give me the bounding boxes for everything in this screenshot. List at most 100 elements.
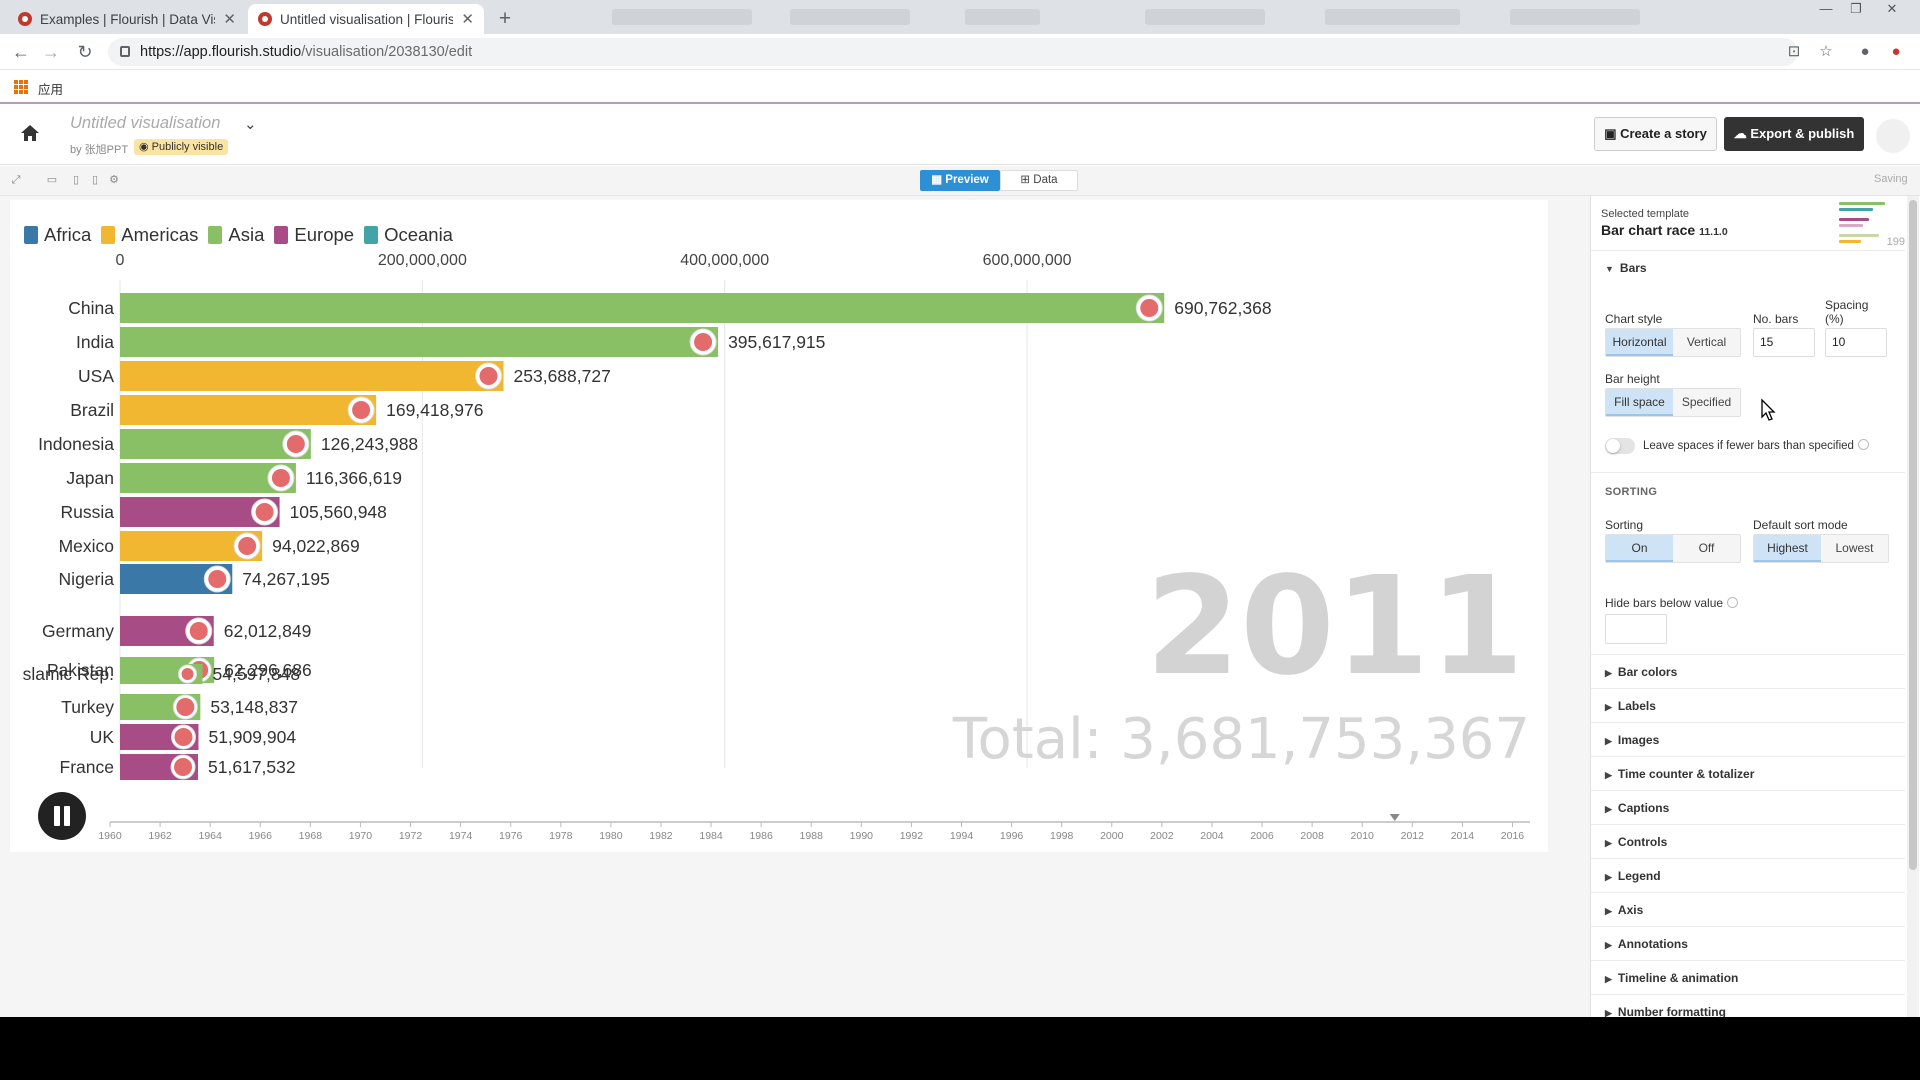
section-controls[interactable]: ▶ Controls [1591,824,1905,858]
visualisation-title[interactable]: Untitled visualisation [70,114,221,132]
section-time-counter-totalizer[interactable]: ▶ Time counter & totalizer [1591,756,1905,790]
blurred-tab[interactable] [1325,9,1460,25]
specified-option[interactable]: Specified [1681,395,1732,409]
back-icon[interactable]: ← [12,42,30,62]
template-thumbnail[interactable]: 199 [1831,196,1905,248]
mobile-view-icon[interactable]: ▯ [91,174,99,186]
spacing-input[interactable]: 10 [1825,328,1887,357]
blurred-tab[interactable] [790,9,910,25]
flag-mark [286,435,305,453]
flag-mark [189,622,208,640]
apps-bookmark[interactable]: 应用 [38,83,64,97]
template-name[interactable]: Bar chart race 11.1.0 [1601,222,1728,238]
tablet-view-icon[interactable]: ▯ [72,174,80,186]
chevron-down-icon[interactable]: ⌄ [244,116,257,133]
flag-mark [176,698,195,716]
section-bar-colors[interactable]: ▶ Bar colors [1591,654,1905,688]
expand-icon[interactable]: ⤢ [11,174,21,186]
close-tab-icon[interactable]: ✕ [461,11,474,28]
translate-icon[interactable]: ⊡ [1787,43,1801,60]
leave-spaces-toggle[interactable] [1605,438,1635,454]
bar-height-label: Bar height [1605,372,1660,386]
section-axis[interactable]: ▶ Axis [1591,892,1905,926]
close-window-icon[interactable]: ✕ [1886,1,1898,16]
vertical-option[interactable]: Vertical [1686,335,1727,349]
bar-label: China [68,298,114,318]
url-host: https://app.flourish.studio [140,44,302,60]
browser-tab-examples[interactable]: Examples | Flourish | Data Visu ✕ [8,4,246,34]
blurred-tab[interactable] [612,9,752,25]
section-images[interactable]: ▶ Images [1591,722,1905,756]
horizontal-option[interactable]: Horizontal [1606,329,1673,356]
tab-preview[interactable]: ▦ Preview [920,170,1000,191]
section-timeline-animation[interactable]: ▶ Timeline & animation [1591,960,1905,994]
blurred-tab[interactable] [1510,9,1640,25]
help-icon[interactable] [1857,439,1869,450]
reload-icon[interactable]: ↻ [77,42,93,62]
legend-item-europe[interactable]: Europe [274,224,354,246]
extension-icon[interactable]: ● [1891,43,1901,60]
timeline-year-label: 1980 [599,830,623,842]
total-counter: Total: 3,681,753,367 [952,707,1530,772]
timeline-year-label: 1968 [299,830,323,842]
browser-tab-untitled[interactable]: Untitled visualisation | Flourish ✕ [248,4,484,34]
triangle-right-icon: ▶ [1605,668,1612,678]
forward-icon[interactable]: → [42,42,60,62]
section-annotations[interactable]: ▶ Annotations [1591,926,1905,960]
settings-gear-icon[interactable]: ⚙ [109,174,119,186]
avatar[interactable] [1876,119,1910,153]
triangle-right-icon: ▶ [1605,736,1612,746]
new-tab-button[interactable]: + [498,7,512,30]
export-publish-label: Export & publish [1750,126,1855,141]
legend-item-africa[interactable]: Africa [24,224,91,246]
desktop-view-icon[interactable]: ▭ [46,174,58,186]
section-bars[interactable]: ▼ Bars [1591,250,1905,284]
settings-panel: Selected template Bar chart race 11.1.0 … [1590,196,1920,1019]
hide-below-input[interactable] [1605,614,1667,644]
home-icon[interactable] [20,123,40,143]
lowest-option[interactable]: Lowest [1835,541,1874,555]
url-field[interactable]: https://app.flourish.studio/visualisatio… [108,38,1798,66]
tab-title: Examples | Flourish | Data Visu [40,11,216,27]
export-publish-button[interactable]: ☁ Export & publish [1724,117,1864,151]
profile-icon[interactable]: ● [1860,43,1870,60]
apps-grid-icon[interactable] [14,80,28,94]
section-legend[interactable]: ▶ Legend [1591,858,1905,892]
timeline-year-label: 1996 [1000,830,1024,842]
section-label: Time counter & totalizer [1617,767,1755,781]
bar-value-label: 690,762,368 [1174,298,1271,318]
section-bars-label: Bars [1619,261,1647,275]
panel-scrollbar[interactable] [1907,196,1919,1017]
create-story-button[interactable]: ▣ Create a story [1594,117,1717,151]
bar-label: India [76,332,114,352]
fill-space-option[interactable]: Fill space [1606,389,1673,416]
bookmark-star-icon[interactable]: ☆ [1819,43,1833,60]
legend-item-oceania[interactable]: Oceania [364,224,453,246]
legend-item-asia[interactable]: Asia [208,224,264,246]
sorting-on-option[interactable]: On [1606,535,1673,562]
minimize-icon[interactable]: — [1819,1,1833,16]
close-tab-icon[interactable]: ✕ [223,11,236,28]
section-labels[interactable]: ▶ Labels [1591,688,1905,722]
highest-option[interactable]: Highest [1754,535,1821,562]
blurred-tab[interactable] [1145,9,1265,25]
help-icon[interactable] [1727,597,1739,608]
legend-swatch [24,226,38,244]
restore-icon[interactable]: ❐ [1850,1,1862,16]
panel-scrollbar-thumb[interactable] [1909,200,1917,870]
triangle-right-icon: ▶ [1605,974,1612,984]
section-number-formatting[interactable]: ▶ Number formatting [1591,994,1905,1028]
blurred-tab[interactable] [965,9,1040,25]
section-captions[interactable]: ▶ Captions [1591,790,1905,824]
tab-data[interactable]: ⊞ Data [1000,170,1078,191]
visibility-badge[interactable]: ◉ Publicly visible [134,139,229,155]
legend-item-americas[interactable]: Americas [101,224,198,246]
timeline-playhead[interactable] [1389,814,1400,821]
no-bars-input[interactable]: 15 [1753,328,1815,357]
sorting-off-option[interactable]: Off [1698,541,1715,555]
bar-chart: 0 200,000,000 400,000,000 600,000,000 China 6… [23,252,1530,780]
flag-mark [352,401,371,419]
bar-value-label: 62,296,686 [224,660,312,680]
pause-button[interactable] [38,792,86,840]
bar-label: UK [90,727,115,747]
